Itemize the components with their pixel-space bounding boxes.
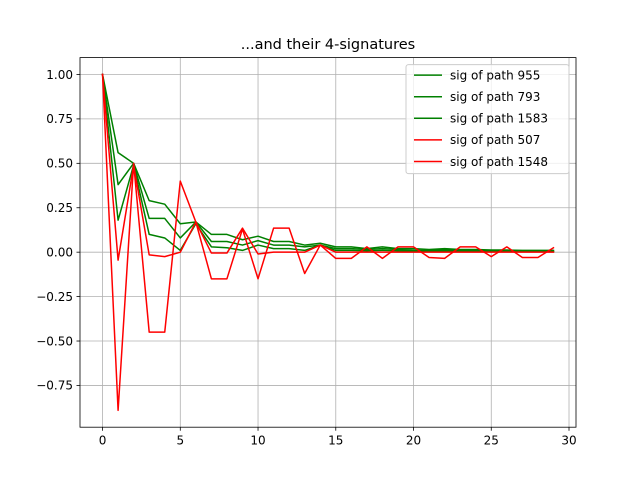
ticks: 0 5 10 15 20 25 30 −0.75 −0.50 −0.25 0.00 0.25 0.50 0…: [36, 68, 576, 448]
legend-box: [405, 64, 570, 175]
legend-label: sig of path 1583: [450, 112, 548, 126]
y-tick-label: −0.25: [36, 290, 73, 304]
legend-label: sig of path 1548: [450, 155, 548, 169]
series-lines: [101, 73, 555, 412]
series-line-0: [101, 73, 555, 252]
axes-frame: [79, 57, 577, 428]
y-tick-label: 0.50: [46, 157, 73, 171]
x-tick-label: 15: [328, 434, 343, 448]
y-tick-label: 0.25: [46, 201, 73, 215]
y-tick-label: 0.00: [46, 245, 73, 259]
x-tick-label: 5: [176, 434, 184, 448]
series-line-4: [101, 73, 555, 412]
series-line-3: [101, 73, 555, 261]
legend-label: sig of path 507: [450, 133, 540, 147]
y-tick-label: 1.00: [46, 68, 73, 82]
x-tick-label: 25: [484, 434, 499, 448]
x-tick-label: 20: [406, 434, 421, 448]
legend-label: sig of path 793: [450, 90, 540, 104]
y-tick-label: −0.75: [36, 379, 73, 393]
series-line-1: [101, 73, 555, 253]
y-tick-label: −0.50: [36, 334, 73, 348]
y-tick-label: 0.75: [46, 112, 73, 126]
legend: sig of path 955 sig of path 793 sig of pat…: [405, 64, 570, 175]
x-tick-label: 30: [561, 434, 576, 448]
chart-title: ...and their 4-signatures: [241, 37, 415, 53]
x-tick-label: 0: [99, 434, 107, 448]
x-tick-label: 10: [250, 434, 265, 448]
legend-label: sig of path 955: [450, 68, 540, 82]
